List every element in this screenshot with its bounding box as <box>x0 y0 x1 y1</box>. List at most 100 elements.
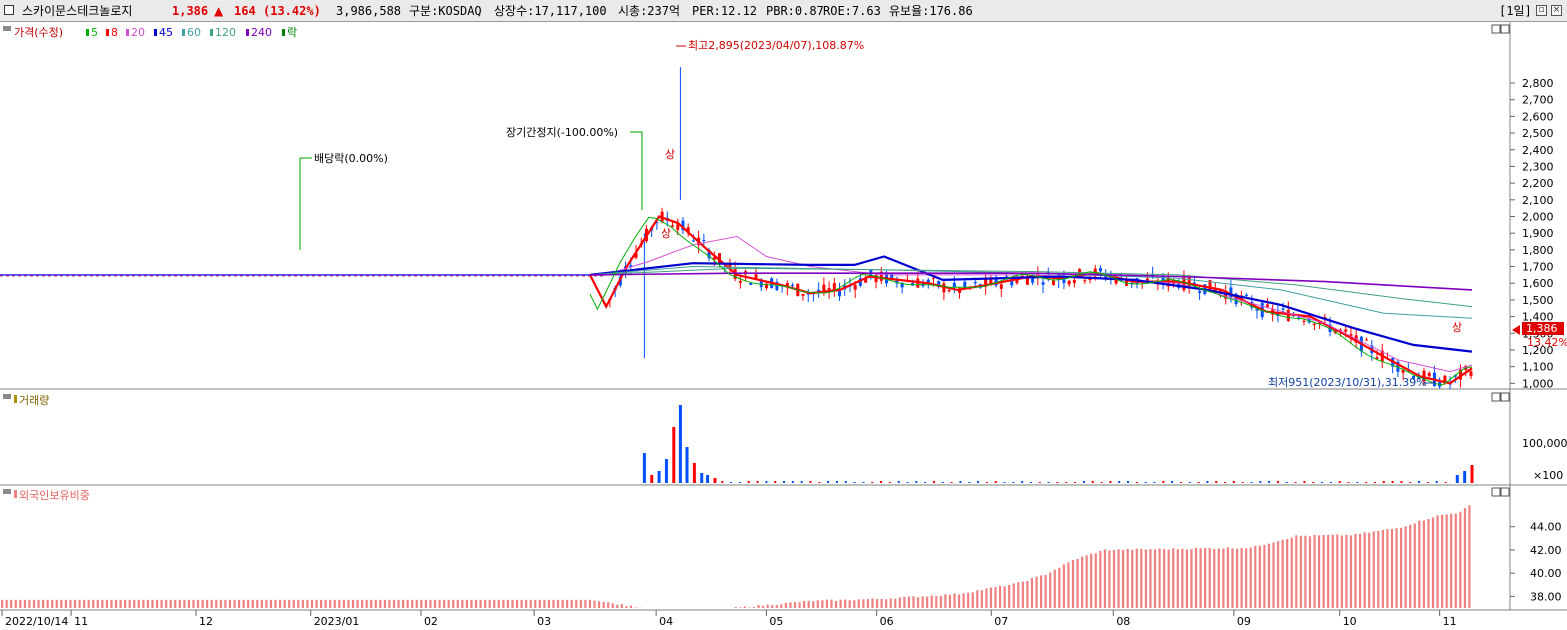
foreign-bar <box>1317 535 1321 608</box>
foreign-bar <box>374 599 377 608</box>
foreign-bar <box>875 598 879 608</box>
foreign-bar <box>429 599 432 608</box>
price-tick-label: 1,600 <box>1522 277 1554 290</box>
ma-line-8 <box>589 215 1473 385</box>
volume-bar <box>1118 481 1121 483</box>
foreign-bar <box>1441 514 1444 608</box>
foreign-bar <box>1140 548 1143 608</box>
foreign-bar <box>443 599 446 608</box>
foreign-bar <box>32 599 36 608</box>
foreign-bar <box>165 599 168 608</box>
panel-maximize-icon[interactable] <box>1491 24 1501 34</box>
volume-bar <box>1329 482 1332 483</box>
foreign-bar <box>743 606 746 608</box>
foreign-bar <box>233 599 236 608</box>
foreign-bar <box>898 597 901 608</box>
legend-price: 가격(수정) <box>14 26 63 39</box>
foreign-bar <box>1276 541 1280 608</box>
foreign-bar <box>1 599 4 608</box>
volume-tick-100000: 100,000 <box>1522 437 1567 450</box>
foreign-bar <box>967 592 970 608</box>
foreign-bar <box>415 599 418 608</box>
foreign-bar <box>930 595 933 608</box>
legend-ex: 락 <box>287 26 297 39</box>
select-checkbox[interactable] <box>4 5 14 15</box>
foreign-bar <box>224 599 227 608</box>
foreign-bar <box>1108 550 1111 608</box>
volume-panel-maximize-icon[interactable] <box>1491 392 1501 402</box>
maximize-icon[interactable]: ▫ <box>1536 5 1547 16</box>
foreign-bar <box>292 599 295 608</box>
foreign-bar <box>37 599 40 608</box>
volume-panel-menu-icon[interactable] <box>3 394 11 399</box>
panel-menu-icon[interactable] <box>3 26 11 31</box>
candle <box>838 282 842 301</box>
foreign-bar <box>319 599 323 608</box>
foreign-bar <box>256 599 259 608</box>
foreign-bar <box>757 605 760 608</box>
candle <box>764 281 768 291</box>
volume-bar <box>1056 482 1059 483</box>
foreign-bar <box>228 599 232 608</box>
volume-bar <box>783 481 786 483</box>
foreign-bar <box>1413 523 1416 608</box>
volume-bar <box>747 481 750 483</box>
foreign-bar <box>1167 549 1170 608</box>
foreign-bar <box>985 588 988 608</box>
foreign-tick-label: 42.00 <box>1530 544 1562 557</box>
volume-bar <box>1153 482 1156 483</box>
foreign-bar <box>1153 549 1157 608</box>
candle <box>1302 318 1306 326</box>
foreign-panel-menu-icon[interactable] <box>3 489 11 494</box>
foreign-bar <box>839 599 842 608</box>
legend-ma-5: 5 <box>91 26 98 39</box>
foreign-bar <box>297 599 300 608</box>
foreign-bar <box>1436 515 1439 608</box>
price-tick-label: 2,600 <box>1522 110 1554 123</box>
foreign-bar <box>547 599 551 608</box>
foreign-bar <box>361 599 364 608</box>
foreign-bar <box>611 603 614 608</box>
volume-tick-x100: ×100 <box>1533 469 1563 482</box>
volume-bar <box>685 447 689 483</box>
foreign-bar <box>1112 549 1116 608</box>
panel-close-icon[interactable] <box>1500 24 1510 34</box>
foreign-bar <box>935 596 938 608</box>
candle <box>1286 301 1290 322</box>
volume-panel-close-icon[interactable] <box>1500 392 1510 402</box>
foreign-panel-maximize-icon[interactable] <box>1491 487 1501 497</box>
price-tick-label: 1,000 <box>1522 377 1554 390</box>
foreign-bar <box>871 598 874 608</box>
foreign-bar <box>274 599 277 608</box>
foreign-bar <box>1172 548 1175 608</box>
legend-ma-60: 60 <box>187 26 201 39</box>
foreign-bar <box>885 599 888 608</box>
foreign-bar <box>265 599 268 608</box>
price-y-axis: 2,800 2,700 2,600 2,500 2,400 2,300 2,200 2,100… <box>1510 77 1554 390</box>
foreign-bar <box>994 587 997 608</box>
foreign-bar <box>1336 534 1339 608</box>
close-icon[interactable]: × <box>1551 5 1562 16</box>
foreign-bar <box>1076 558 1079 608</box>
price-tick-label: 2,100 <box>1522 194 1554 207</box>
x-tick-label: 10 <box>1343 615 1357 628</box>
foreign-bar <box>1304 535 1307 608</box>
candle <box>738 274 742 289</box>
x-tick-label: 07 <box>994 615 1008 628</box>
volume-bars <box>642 405 1474 483</box>
foreign-bar <box>69 599 72 608</box>
price-change-pct: (13.42%) <box>263 4 321 18</box>
volume-bar <box>1065 482 1068 483</box>
foreign-bar <box>844 599 847 608</box>
volume-bar <box>968 482 971 483</box>
ma-lines <box>589 215 1473 386</box>
period-button[interactable]: [1일] <box>1499 4 1532 18</box>
volume-bar <box>1188 482 1191 483</box>
foreign-bar <box>1208 548 1211 608</box>
x-tick-label: 03 <box>537 615 551 628</box>
foreign-bar <box>538 599 541 608</box>
foreign-title: 외국인보유비중 <box>19 489 90 502</box>
foreign-panel-close-icon[interactable] <box>1500 487 1510 497</box>
volume-bar <box>994 481 997 483</box>
foreign-bar <box>1185 549 1189 608</box>
